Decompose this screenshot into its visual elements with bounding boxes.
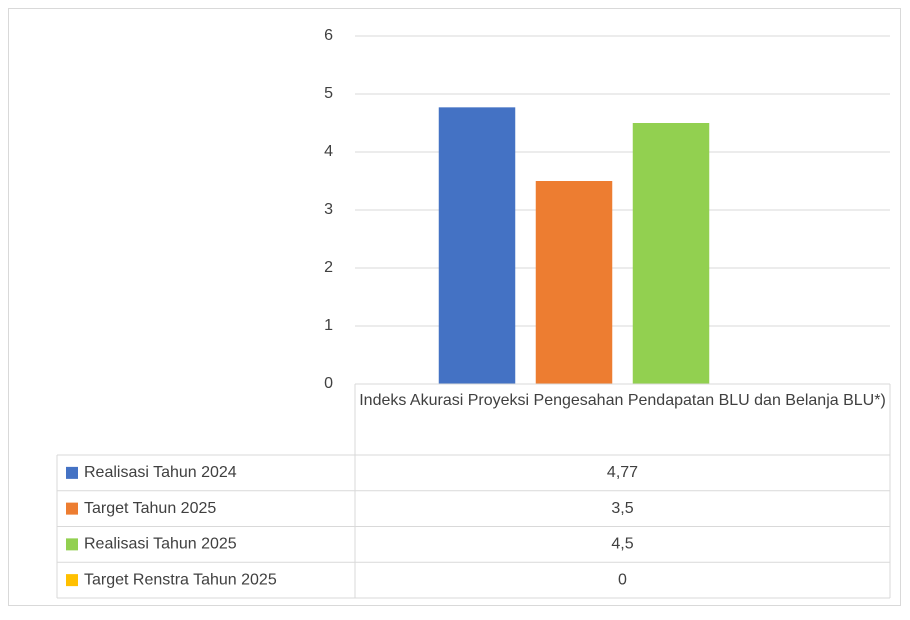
- bar: [632, 123, 710, 384]
- data-label: 4,5: [611, 536, 633, 553]
- legend-label: Realisasi Tahun 2025: [84, 536, 237, 553]
- chart-border: [8, 8, 901, 606]
- legend-key: [66, 574, 78, 587]
- data-label: 4,77: [607, 464, 638, 481]
- data-label: 3,5: [611, 500, 633, 517]
- y-tick-label: 5: [324, 85, 333, 102]
- y-tick-label: 4: [324, 143, 333, 160]
- legend-label: Target Renstra Tahun 2025: [84, 571, 277, 588]
- bar: [535, 181, 613, 384]
- category-cell: Indeks Akurasi Proyeksi Pengesahan Penda…: [359, 392, 886, 409]
- legend-label: Target Tahun 2025: [84, 500, 216, 517]
- data-label: 0: [618, 571, 627, 588]
- legend-label: Realisasi Tahun 2024: [84, 464, 237, 481]
- x-tick-label: Indeks Akurasi Proyeksi Pengesahan Penda…: [359, 392, 886, 409]
- y-tick-label: 3: [324, 201, 333, 218]
- y-tick-label: 0: [324, 375, 333, 392]
- legend-key: [66, 538, 78, 551]
- legend-key: [66, 466, 78, 479]
- y-tick-label: 2: [324, 259, 333, 276]
- y-tick-label: 1: [324, 317, 333, 334]
- y-tick-label: 6: [324, 27, 333, 44]
- bar: [438, 107, 516, 384]
- legend-key: [66, 502, 78, 515]
